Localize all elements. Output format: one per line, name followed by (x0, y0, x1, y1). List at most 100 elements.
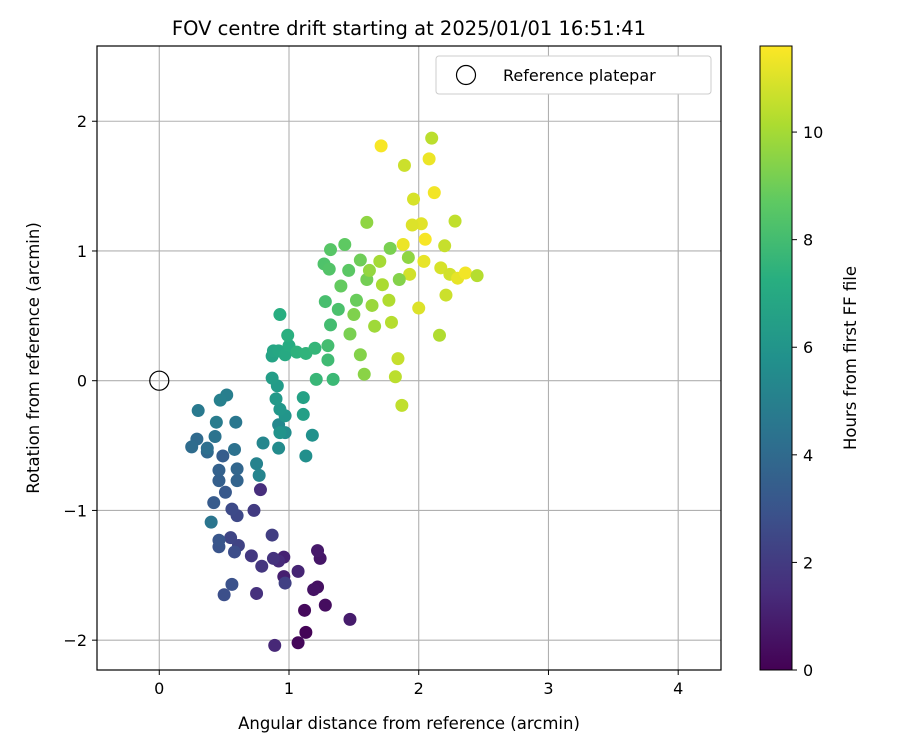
data-point (273, 402, 287, 416)
data-point (218, 485, 232, 499)
y-tick-label: 2 (77, 112, 87, 131)
data-point (204, 515, 218, 529)
data-point (324, 243, 338, 257)
data-point (269, 392, 283, 406)
x-tick-label: 0 (154, 679, 164, 698)
data-point (326, 372, 340, 386)
data-point (185, 440, 199, 454)
data-point (458, 266, 472, 280)
data-point (256, 436, 270, 450)
data-point (266, 551, 280, 565)
data-point (397, 158, 411, 172)
data-point (307, 583, 321, 597)
data-point (324, 318, 338, 332)
data-point (357, 367, 371, 381)
data-point (265, 528, 279, 542)
data-point (273, 308, 287, 322)
chart-title: FOV centre drift starting at 2025/01/01 … (172, 17, 646, 40)
data-point (353, 348, 367, 362)
data-point (375, 278, 389, 292)
legend: Reference platepar (435, 55, 712, 95)
data-point (299, 625, 313, 639)
data-point (250, 457, 264, 471)
colorbar-tick-label: 2 (803, 553, 813, 572)
data-point (278, 576, 292, 590)
data-point (228, 545, 242, 559)
data-point (311, 544, 325, 558)
y-tick-label: −2 (63, 631, 87, 650)
data-point (422, 152, 436, 166)
data-point (212, 463, 226, 477)
data-point (230, 474, 244, 488)
data-point (305, 428, 319, 442)
x-tick-label: 4 (673, 679, 683, 698)
data-point (362, 263, 376, 277)
data-point (247, 503, 261, 517)
data-points (149, 131, 484, 652)
data-point (365, 298, 379, 312)
data-point (273, 426, 287, 440)
data-point (272, 441, 286, 455)
data-point (200, 441, 214, 455)
data-point (250, 586, 264, 600)
data-point (331, 302, 345, 316)
data-point (296, 391, 310, 405)
data-point (212, 474, 226, 488)
data-point (334, 279, 348, 293)
data-point (208, 429, 222, 443)
x-tick-label: 1 (284, 679, 294, 698)
data-point (360, 215, 374, 229)
data-point (308, 341, 322, 355)
legend-label: Reference platepar (503, 66, 656, 85)
data-point (281, 328, 295, 342)
data-point (439, 288, 453, 302)
data-point (384, 315, 398, 329)
y-axis-label: Rotation from reference (arcmin) (24, 222, 43, 494)
data-point (207, 496, 221, 510)
data-point (342, 263, 356, 277)
data-point (217, 588, 231, 602)
data-point (434, 261, 448, 275)
data-point (368, 319, 382, 333)
data-point (401, 250, 415, 264)
data-point (318, 295, 332, 309)
grid (97, 46, 721, 670)
data-point (265, 371, 279, 385)
data-point (291, 564, 305, 578)
data-point (291, 636, 305, 650)
colorbar-tick-label: 0 (803, 661, 813, 680)
data-point (391, 352, 405, 366)
data-point (253, 483, 267, 497)
data-point (425, 131, 439, 145)
data-point (298, 603, 312, 617)
data-point (252, 468, 266, 482)
data-point (349, 293, 363, 307)
data-point (448, 214, 462, 228)
colorbar-ticks: 0 2 4 6 8 10 (792, 123, 823, 680)
x-tick-label: 3 (543, 679, 553, 698)
data-point (395, 398, 409, 412)
data-point (343, 327, 357, 341)
x-tick-label: 2 (414, 679, 424, 698)
data-point (209, 415, 223, 429)
plot-frame (96, 45, 722, 671)
data-point (407, 192, 421, 206)
legend-box (435, 55, 712, 95)
x-axis-label: Angular distance from reference (arcmin) (238, 714, 580, 733)
data-point (228, 442, 242, 456)
colorbar-gradient (760, 46, 792, 670)
data-point (470, 269, 484, 283)
data-point (373, 254, 387, 268)
data-point (347, 308, 361, 322)
x-axis-ticks: 0 1 2 3 4 (154, 670, 683, 698)
colorbar-tick-label: 6 (803, 338, 813, 357)
data-point (213, 393, 227, 407)
data-point (309, 372, 323, 386)
data-point (392, 273, 406, 287)
y-tick-label: 1 (77, 242, 87, 261)
data-point (383, 241, 397, 255)
data-point (417, 254, 431, 268)
data-point (388, 370, 402, 384)
data-point (255, 559, 269, 573)
data-point (427, 186, 441, 200)
